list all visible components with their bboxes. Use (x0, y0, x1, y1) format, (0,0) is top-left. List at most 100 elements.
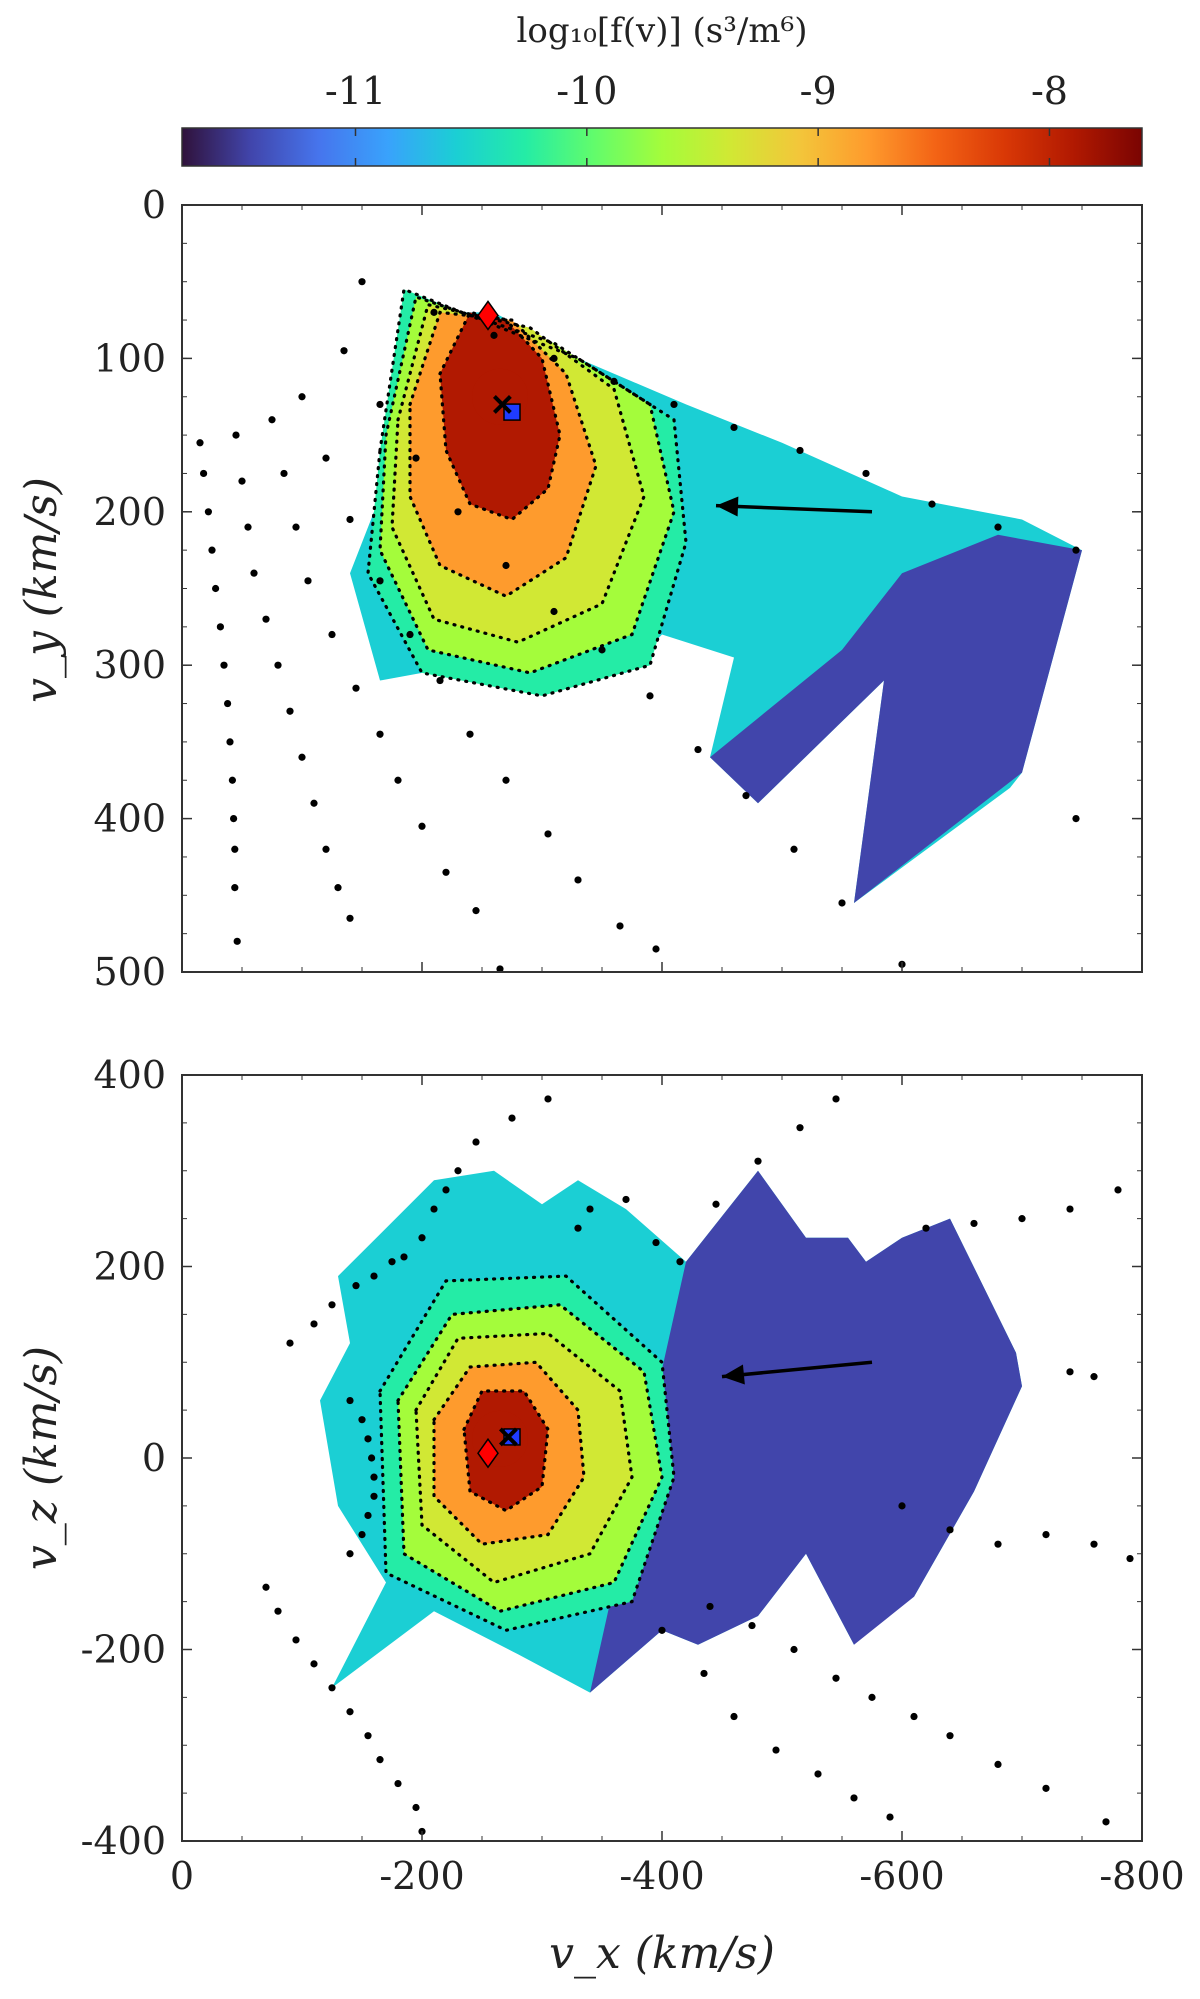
top-measurement-dot (502, 561, 510, 570)
bottom-measurement-dot (1042, 1531, 1050, 1539)
top-measurement-dot (322, 845, 330, 853)
bottom-measurement-dot (1126, 1554, 1134, 1563)
bottom-ylabel: v_z (km/s) (16, 1346, 67, 1570)
bottom-measurement-dot (472, 1138, 480, 1146)
bottom-measurement-dot (454, 1167, 462, 1175)
bottom-ytick-label: 0 (142, 1436, 166, 1480)
colorbar: log₁₀[f(v)] (s³/m⁶) -11 -10 -9 -8 (181, 11, 1143, 167)
top-measurement-dot (196, 439, 204, 447)
top-measurement-dot (233, 937, 241, 945)
bottom-measurement-dot (364, 1511, 372, 1520)
top-measurement-dot (224, 699, 232, 708)
bottom-measurement-dot (910, 1712, 918, 1721)
top-bulk-velocity-arrow (715, 496, 873, 517)
bottom-ytick-label: -400 (81, 1819, 166, 1863)
top-measurement-dot (216, 623, 224, 631)
bottom-measurement-dot (370, 1492, 378, 1500)
bottom-measurement-dot (922, 1224, 930, 1232)
top-measurement-dot (442, 868, 450, 876)
top-measurement-dot (280, 469, 288, 478)
top-measurement-dot (310, 799, 318, 807)
top-measurement-dots (196, 278, 1080, 972)
bottom-measurement-dot (358, 1416, 366, 1424)
bottom-measurement-dot (412, 1803, 420, 1812)
top-measurement-dot (292, 523, 300, 531)
top-measurement-dot (472, 907, 480, 915)
top-measurement-dot (298, 753, 306, 761)
bottom-measurement-dot (622, 1195, 630, 1204)
bottom-measurement-dot (796, 1124, 804, 1132)
bottom-measurement-dot (1114, 1186, 1122, 1194)
top-measurement-dot (1072, 546, 1080, 554)
top-measurement-dot (574, 876, 582, 884)
bottom-measurement-dot (946, 1732, 954, 1740)
colorbar-tick-label: -9 (800, 69, 837, 113)
colorbar-ticks: -11 -10 -9 -8 (325, 69, 1068, 166)
bottom-xlabel: v_x (km/s) (549, 1928, 775, 1979)
top-ytick-label: 400 (93, 797, 166, 841)
bottom-xtick-label: -200 (379, 1854, 464, 1898)
top-diamond-marker (477, 300, 499, 331)
top-measurement-dot (212, 584, 220, 593)
top-measurement-dot (412, 454, 420, 462)
top-measurement-dot (230, 815, 238, 823)
top-markers (477, 300, 521, 421)
top-measurement-dot (796, 446, 804, 455)
bottom-ytick-label: 400 (93, 1053, 166, 1097)
top-measurement-dot (376, 577, 384, 585)
top-measurement-dot (862, 469, 870, 478)
bottom-measurement-dot (430, 1205, 438, 1213)
top-cross-marker (492, 395, 512, 414)
bottom-measurement-dot (442, 1186, 450, 1194)
top-measurement-dot (610, 377, 618, 386)
top-measurement-dot (838, 899, 846, 907)
top-measurement-dot (238, 477, 246, 485)
bottom-measurement-dot (574, 1224, 582, 1232)
top-measurement-dot (231, 884, 239, 892)
bottom-measurement-dot (328, 1684, 336, 1692)
top-measurement-dot (231, 845, 239, 853)
bottom-panel: -400 -200 0 200 400 0 -200 -400 -600 -800 v_z (km… (16, 1053, 1185, 1979)
bottom-arrow-head (722, 1364, 745, 1385)
bottom-measurement-dot (772, 1746, 780, 1754)
top-measurement-dot (228, 776, 236, 784)
bottom-bulk-velocity-arrow (721, 1360, 873, 1385)
bottom-contour-line (378, 1274, 676, 1632)
bottom-measurement-dot (370, 1272, 378, 1280)
colorbar-tick-label: -10 (556, 69, 617, 113)
top-measurement-dot (232, 431, 240, 439)
top-measurement-dot (454, 508, 462, 516)
bottom-cold-region (590, 1170, 1022, 1693)
top-measurement-dot (490, 331, 498, 339)
top-measurement-dot (346, 914, 354, 922)
bottom-ytick-label: -200 (81, 1628, 166, 1672)
bottom-measurement-dot (898, 1502, 906, 1510)
top-measurement-dot (358, 278, 366, 286)
bottom-measurement-dot (946, 1526, 954, 1534)
top-ticks: 0 100 200 300 400 500 (93, 183, 1143, 994)
bottom-measurement-dot (352, 1282, 360, 1290)
top-contour-line (378, 294, 676, 675)
top-measurement-dot (352, 684, 360, 692)
colorbar-gradient (181, 127, 1143, 167)
top-measurement-dot (502, 776, 510, 784)
bottom-measurement-dot (1066, 1205, 1074, 1213)
top-measurement-dot (298, 393, 306, 401)
bottom-measurement-dot (262, 1583, 270, 1591)
bottom-measurement-dot (364, 1435, 372, 1443)
top-panel: 0 100 200 300 400 500 v_y (km/s) (16, 183, 1143, 994)
bottom-measurement-dot (358, 1531, 366, 1539)
bottom-arrow-shaft (721, 1360, 873, 1379)
bottom-measurement-dot (418, 1234, 426, 1242)
top-measurement-dot (550, 354, 558, 362)
top-measurement-dot (328, 630, 336, 639)
bottom-measurement-dot (994, 1540, 1002, 1548)
bottom-measurement-dot (850, 1794, 858, 1802)
bottom-xtick-label: -800 (1099, 1854, 1184, 1898)
bottom-filled-contours (320, 1170, 1022, 1693)
bottom-measurement-dot (286, 1339, 294, 1347)
top-measurement-dot (436, 676, 444, 685)
top-measurement-dot (430, 308, 438, 316)
bottom-measurement-dot (706, 1602, 714, 1611)
